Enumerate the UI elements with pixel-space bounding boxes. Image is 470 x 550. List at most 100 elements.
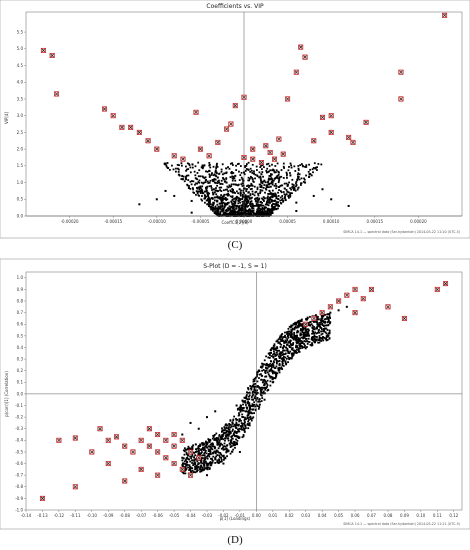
chart-c-cloud-point	[256, 208, 259, 211]
chart-d-cloud-point	[283, 336, 286, 338]
chart-d-cloud-point	[185, 468, 188, 471]
chart-d-cloud-point	[236, 439, 239, 442]
chart-d-cloud-point	[229, 430, 232, 433]
chart-c-cloud-point	[237, 183, 240, 186]
chart-c-cloud-point	[245, 188, 248, 191]
chart-c-cloud-point	[263, 180, 266, 182]
chart-c-cloud-point	[258, 213, 261, 215]
chart-d-cloud-point	[223, 429, 226, 432]
chart-c-highlight-point	[267, 149, 273, 155]
chart-d-cloud-point	[185, 451, 188, 454]
chart-c-cloud-point	[211, 178, 214, 181]
chart-c-cloud-point	[262, 211, 265, 213]
chart-c-cloud-point	[255, 210, 258, 213]
chart-d-cloud-point	[284, 360, 287, 363]
chart-d-cloud-point	[206, 465, 209, 467]
chart-d-cloud-point	[243, 427, 246, 430]
chart-c-cloud-point	[268, 189, 271, 192]
chart-d-cloud-point	[251, 384, 254, 387]
chart-d-cloud-point	[275, 340, 278, 343]
chart-c-point	[190, 211, 193, 214]
chart-c-cloud-point	[266, 203, 269, 206]
chart-d-highlight-point	[146, 443, 152, 449]
chart-c-cloud-point	[275, 207, 278, 210]
chart-c-cloud-point	[242, 205, 245, 208]
chart-d-cloud-point	[260, 365, 263, 368]
chart-d-cloud-point	[316, 325, 319, 328]
chart-c-cloud-point	[178, 174, 181, 177]
chart-c-cloud-point	[213, 173, 216, 176]
chart-d-cloud-point	[286, 355, 289, 358]
chart-c-cloud-point	[206, 170, 209, 173]
chart-d-cloud-point	[210, 443, 213, 446]
chart-d-cloud-point	[280, 340, 283, 342]
chart-d-ytick-label: 0.5	[17, 333, 24, 338]
chart-d-cloud-point	[209, 452, 211, 455]
chart-c-cloud-point	[245, 165, 248, 167]
chart-c-cloud-point	[267, 177, 270, 180]
chart-d-cloud-point	[217, 438, 220, 441]
chart-d-highlight-point	[72, 435, 78, 441]
chart-c-cloud-point	[240, 189, 242, 192]
chart-d-cloud-point	[253, 412, 256, 415]
chart-c-cloud-point	[273, 171, 276, 174]
chart-c-point	[260, 208, 263, 211]
chart-d-cloud-point	[295, 339, 298, 342]
chart-d-cloud-point	[293, 326, 296, 329]
chart-c-highlight-point	[311, 138, 317, 144]
chart-d-cloud-point	[326, 334, 329, 336]
chart-d-cloud-point	[267, 373, 270, 376]
chart-d-cloud-point	[276, 347, 279, 350]
chart-d-cloud-point	[271, 347, 273, 349]
chart-c-cloud-point	[220, 199, 223, 202]
chart-d-cloud-point	[203, 447, 206, 449]
chart-c-cloud-point	[266, 167, 269, 170]
chart-c-cloud-point	[281, 199, 283, 201]
chart-d-cloud-point	[245, 394, 248, 396]
chart-c-highlight-point	[272, 156, 278, 162]
chart-d-cloud-point	[276, 359, 278, 362]
chart-c-cloud-point	[294, 170, 297, 172]
chart-c-cloud-point	[205, 195, 208, 198]
chart-d-cloud-point	[253, 389, 256, 391]
chart-c-cloud-point	[245, 163, 248, 166]
chart-c-cloud-point	[289, 193, 291, 196]
chart-d-cloud-point	[230, 435, 233, 438]
chart-d-cloud-point	[203, 448, 205, 451]
chart-c-cloud-point	[301, 163, 303, 165]
chart-c-cloud-point	[261, 182, 264, 185]
chart-d-cloud-point	[203, 442, 205, 445]
chart-c-point	[216, 176, 219, 179]
chart-d-cloud-point	[277, 338, 280, 341]
chart-d-cloud-point	[306, 328, 309, 331]
chart-c-cloud-point	[216, 210, 219, 213]
chart-c-cloud-point	[281, 197, 284, 200]
chart-c-point	[304, 181, 307, 184]
chart-c-cloud-point	[215, 187, 217, 189]
chart-d-cloud-point	[320, 314, 323, 317]
chart-d-cloud-point	[243, 396, 246, 399]
chart-c-cloud-point	[271, 173, 273, 176]
chart-c-cloud-point	[216, 162, 218, 165]
chart-c-cloud-point	[190, 180, 193, 182]
chart-d-cloud-point	[239, 409, 242, 412]
chart-d-cloud-point	[271, 371, 274, 374]
chart-d-cloud-point	[255, 398, 258, 401]
chart-c-cloud-point	[208, 200, 211, 203]
chart-c-cloud-point	[248, 196, 251, 199]
chart-c-point	[164, 189, 167, 192]
chart-d-cloud-point	[243, 418, 246, 421]
chart-c-cloud-point	[282, 162, 285, 165]
chart-d-cloud-point	[292, 343, 294, 346]
chart-d-cloud-point	[290, 325, 293, 328]
chart-c-cloud-point	[252, 180, 255, 183]
chart-d-xtick-label: -0.07	[136, 513, 147, 518]
chart-d-cloud-point	[283, 344, 285, 347]
chart-c-cloud-point	[231, 190, 233, 193]
chart-d-cloud-point	[184, 466, 187, 469]
chart-d-cloud-point	[304, 329, 307, 331]
chart-d-xtick-label: 0.03	[301, 513, 310, 518]
chart-c-cloud-point	[235, 207, 238, 210]
chart-d-cloud-point	[301, 324, 304, 327]
chart-d-cloud-point	[271, 376, 274, 379]
